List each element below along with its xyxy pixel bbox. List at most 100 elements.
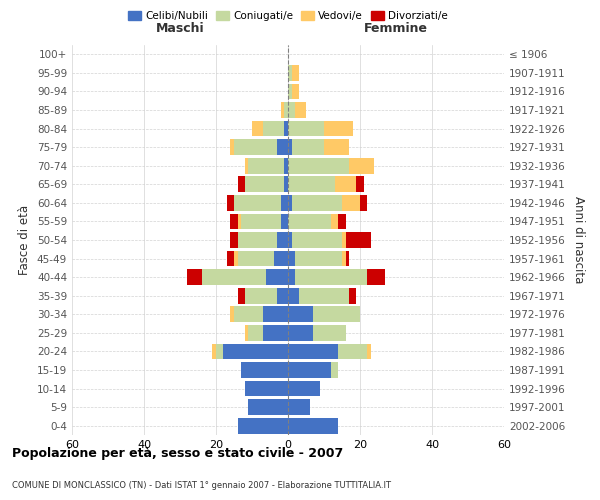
Bar — [281, 214, 288, 230]
Bar — [241, 214, 281, 230]
Bar — [288, 288, 299, 304]
Bar — [342, 195, 360, 211]
Bar — [245, 288, 277, 304]
Bar — [313, 306, 360, 322]
Bar — [216, 344, 223, 359]
Bar — [288, 176, 335, 192]
Bar — [288, 250, 295, 266]
Bar — [277, 288, 288, 304]
Bar — [263, 120, 284, 136]
Bar — [288, 214, 331, 230]
Bar — [346, 232, 371, 248]
Bar — [295, 269, 367, 285]
Bar — [263, 325, 288, 341]
Bar — [238, 176, 245, 192]
Bar — [295, 250, 342, 266]
Bar — [245, 176, 284, 192]
Legend: Celibi/Nubili, Coniugati/e, Vedovi/e, Divorziati/e: Celibi/Nubili, Coniugati/e, Vedovi/e, Di… — [125, 8, 451, 24]
Bar — [295, 102, 306, 118]
Bar — [288, 306, 313, 322]
Bar — [277, 140, 288, 155]
Bar — [292, 195, 342, 211]
Bar — [292, 84, 299, 100]
Bar — [356, 176, 364, 192]
Bar — [227, 250, 234, 266]
Bar — [335, 176, 356, 192]
Bar — [288, 140, 292, 155]
Bar — [288, 399, 310, 415]
Bar — [230, 214, 238, 230]
Bar — [252, 120, 263, 136]
Bar — [238, 232, 277, 248]
Bar — [238, 250, 274, 266]
Bar — [281, 195, 288, 211]
Bar — [367, 344, 371, 359]
Bar — [245, 380, 288, 396]
Bar — [342, 250, 346, 266]
Bar — [288, 418, 338, 434]
Bar — [227, 195, 234, 211]
Bar — [313, 325, 346, 341]
Bar — [274, 250, 288, 266]
Bar — [202, 269, 266, 285]
Bar — [238, 214, 241, 230]
Bar — [288, 102, 295, 118]
Bar — [349, 288, 356, 304]
Bar — [292, 140, 324, 155]
Y-axis label: Fasce di età: Fasce di età — [19, 205, 31, 275]
Bar — [288, 232, 292, 248]
Bar — [266, 269, 288, 285]
Bar — [338, 344, 367, 359]
Bar — [346, 250, 349, 266]
Bar — [292, 232, 342, 248]
Bar — [299, 288, 349, 304]
Text: Maschi: Maschi — [155, 22, 205, 35]
Text: Popolazione per età, sesso e stato civile - 2007: Popolazione per età, sesso e stato civil… — [12, 448, 343, 460]
Bar — [230, 306, 234, 322]
Bar — [324, 140, 349, 155]
Bar — [248, 158, 284, 174]
Bar — [288, 84, 292, 100]
Y-axis label: Anni di nascita: Anni di nascita — [572, 196, 585, 284]
Bar — [324, 120, 353, 136]
Bar — [288, 120, 324, 136]
Bar — [288, 195, 292, 211]
Bar — [367, 269, 385, 285]
Bar — [292, 65, 299, 81]
Bar — [230, 140, 234, 155]
Bar — [248, 325, 263, 341]
Bar — [238, 288, 245, 304]
Bar — [288, 269, 295, 285]
Bar — [349, 158, 374, 174]
Bar — [245, 158, 248, 174]
Bar — [284, 176, 288, 192]
Bar — [342, 232, 346, 248]
Bar — [281, 102, 284, 118]
Bar — [338, 214, 346, 230]
Text: COMUNE DI MONCLASSICO (TN) - Dati ISTAT 1° gennaio 2007 - Elaborazione TUTTITALI: COMUNE DI MONCLASSICO (TN) - Dati ISTAT … — [12, 480, 391, 490]
Bar — [331, 362, 338, 378]
Bar — [288, 362, 331, 378]
Bar — [331, 214, 338, 230]
Bar — [288, 65, 292, 81]
Bar — [234, 306, 263, 322]
Bar — [245, 325, 248, 341]
Bar — [288, 158, 349, 174]
Bar — [223, 344, 288, 359]
Text: Femmine: Femmine — [364, 22, 428, 35]
Bar — [284, 158, 288, 174]
Bar — [284, 102, 288, 118]
Bar — [238, 418, 288, 434]
Bar — [284, 120, 288, 136]
Bar — [277, 232, 288, 248]
Bar — [288, 344, 338, 359]
Bar — [288, 380, 320, 396]
Bar — [248, 399, 288, 415]
Bar — [230, 232, 238, 248]
Bar — [212, 344, 216, 359]
Bar — [263, 306, 288, 322]
Bar — [234, 195, 281, 211]
Bar — [234, 250, 238, 266]
Bar — [241, 362, 288, 378]
Bar — [288, 325, 313, 341]
